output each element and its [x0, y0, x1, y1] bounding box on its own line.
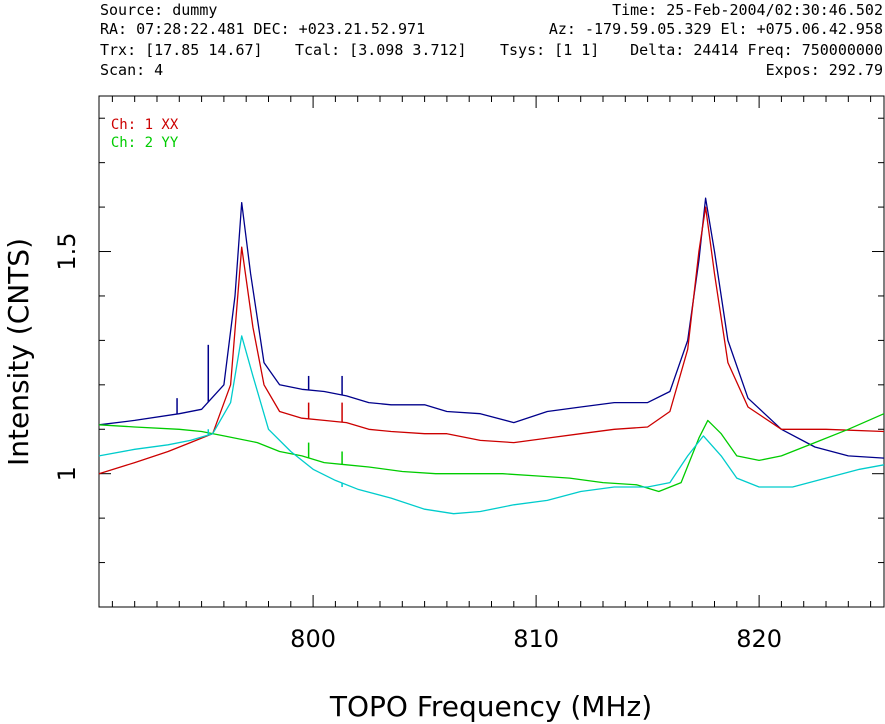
tsys-label: Tsys: [1 1]: [500, 41, 600, 59]
x-axis-title: TOPO Frequency (MHz): [329, 690, 652, 723]
plot-frame: [98, 95, 885, 608]
tcal-label: Tcal: [3.098 3.712]: [295, 41, 467, 59]
y-tick-label: 1.5: [53, 232, 81, 270]
series-layer: [98, 197, 885, 515]
delta-freq-label: Delta: 24414 Freq: 750000000: [630, 41, 883, 59]
trx-label: Trx: [17.85 14.67]: [100, 41, 263, 59]
x-tick-label: 820: [736, 625, 782, 653]
y-tick-label: 1: [53, 466, 81, 481]
x-tick-label: 800: [290, 625, 336, 653]
series-line-4: [98, 335, 885, 515]
expos-label: Expos: 292.79: [765, 61, 883, 79]
x-tick-label: 810: [513, 625, 559, 653]
source-label: Source: dummy: [100, 1, 218, 19]
series-line-2: [98, 206, 885, 475]
series-line-3: [98, 413, 885, 493]
tick-labels: 800 810 820 1 1.5: [53, 232, 782, 653]
legend-ch2-label: Ch: 2 YY: [110, 135, 179, 151]
ra-dec-label: RA: 07:28:22.481 DEC: +023.21.52.971: [100, 20, 426, 38]
legend-ch2: Ch: 2 YY: [94, 119, 178, 151]
az-el-label: Az: -179.59.05.329 El: +075.06.42.958: [548, 20, 883, 38]
legend-ch1: Ch: 1 XX: [94, 101, 178, 133]
scan-label: Scan: 4: [100, 61, 164, 79]
axis-ticks: [99, 96, 884, 608]
legend-ch1-label: Ch: 1 XX: [110, 117, 179, 133]
time-label: Time: 25-Feb-2004/02:30:46.502: [612, 1, 883, 19]
y-axis-title: Intensity (CNTS): [2, 238, 35, 466]
series-line-1: [98, 197, 885, 459]
